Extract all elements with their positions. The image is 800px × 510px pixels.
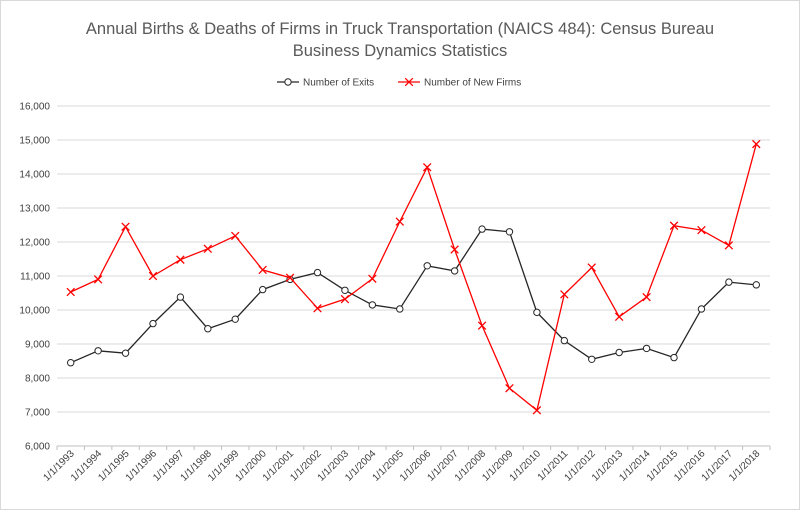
legend-label: Number of New Firms bbox=[424, 78, 521, 89]
data-point bbox=[450, 267, 459, 275]
legend: Number of Exits Number of New Firms bbox=[277, 78, 521, 89]
legend-marker bbox=[404, 77, 414, 87]
data-point bbox=[368, 274, 377, 283]
data-point bbox=[67, 359, 75, 367]
data-point bbox=[533, 308, 541, 317]
y-axis-tick-labels: 6,000 7,000 8,000 9,000 10,000 11,000 12,000 13… bbox=[19, 102, 50, 453]
data-point bbox=[258, 285, 267, 294]
data-point bbox=[204, 325, 212, 333]
data-point bbox=[478, 225, 486, 233]
series-line bbox=[70, 228, 757, 364]
y-tick-label: 16,000 bbox=[19, 102, 50, 113]
series-line bbox=[70, 143, 757, 412]
y-tick-label: 12,000 bbox=[19, 238, 50, 249]
series-layer bbox=[66, 139, 761, 415]
data-point bbox=[148, 271, 158, 281]
data-point bbox=[560, 336, 569, 345]
data-point bbox=[422, 162, 432, 172]
data-point bbox=[121, 222, 130, 231]
data-point bbox=[395, 217, 405, 226]
data-point bbox=[505, 228, 514, 236]
y-tick-label: 8,000 bbox=[25, 374, 50, 385]
data-point bbox=[176, 293, 185, 301]
data-point bbox=[231, 315, 239, 323]
data-point bbox=[341, 286, 349, 294]
data-point bbox=[203, 244, 213, 254]
data-point bbox=[697, 305, 706, 313]
series-1 bbox=[66, 139, 761, 415]
data-point bbox=[588, 355, 596, 363]
x-axis: 1/1/19931/1/19941/1/19951/1/19961/1/1997… bbox=[42, 445, 771, 484]
chart-subtitle: Business Dynamics Statistics bbox=[292, 42, 508, 60]
data-point bbox=[313, 304, 322, 313]
y-tick-label: 11,000 bbox=[20, 272, 50, 283]
data-point bbox=[368, 301, 377, 309]
data-point bbox=[94, 347, 102, 355]
y-tick-label: 9,000 bbox=[25, 340, 50, 351]
y-tick-label: 14,000 bbox=[19, 170, 50, 181]
data-point bbox=[560, 290, 569, 299]
data-point bbox=[752, 139, 761, 149]
data-point bbox=[615, 348, 623, 357]
series-0 bbox=[67, 225, 760, 367]
y-tick-label: 6,000 bbox=[25, 442, 50, 453]
chart-title: Annual Births & Deaths of Firms in Truck… bbox=[85, 20, 715, 38]
data-point bbox=[669, 221, 679, 230]
legend-label: Number of Exits bbox=[303, 78, 374, 89]
data-point bbox=[176, 255, 185, 264]
data-point bbox=[642, 344, 651, 353]
data-point bbox=[505, 383, 514, 393]
data-point bbox=[587, 263, 597, 272]
y-tick-label: 15,000 bbox=[19, 136, 50, 147]
data-point bbox=[258, 265, 267, 275]
data-point bbox=[450, 245, 459, 254]
data-point bbox=[642, 292, 651, 302]
data-point bbox=[725, 278, 733, 286]
data-point bbox=[532, 406, 542, 415]
data-point bbox=[230, 231, 240, 241]
data-point bbox=[396, 305, 404, 313]
data-point bbox=[423, 262, 431, 270]
data-point bbox=[477, 321, 487, 330]
y-tick-label: 7,000 bbox=[25, 408, 50, 419]
data-point bbox=[285, 273, 295, 282]
data-point bbox=[66, 287, 75, 297]
data-point bbox=[752, 281, 760, 289]
data-point bbox=[93, 275, 103, 284]
data-point bbox=[121, 349, 130, 357]
data-point bbox=[697, 225, 706, 235]
legend-item: Number of New Firms bbox=[398, 78, 521, 89]
data-point bbox=[313, 268, 322, 277]
x-tick-label: 1/1/2018 bbox=[727, 448, 763, 484]
legend-marker bbox=[284, 78, 292, 86]
data-point bbox=[724, 241, 734, 250]
gridlines bbox=[57, 105, 770, 413]
data-point bbox=[670, 353, 678, 362]
data-point bbox=[340, 294, 350, 304]
data-point bbox=[149, 319, 157, 328]
y-tick-label: 10,000 bbox=[19, 306, 50, 317]
y-tick-label: 13,000 bbox=[19, 204, 50, 215]
legend-item: Number of Exits bbox=[277, 78, 374, 89]
data-point bbox=[614, 312, 624, 322]
